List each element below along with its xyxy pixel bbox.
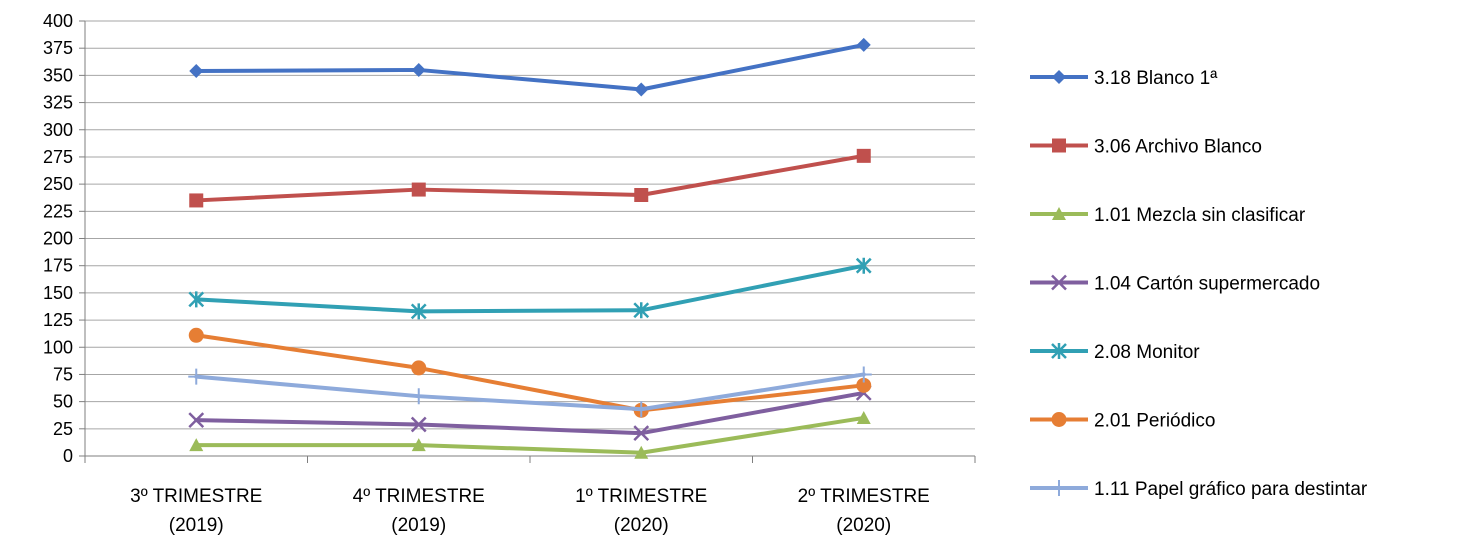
circle-marker xyxy=(188,327,204,343)
series-line xyxy=(194,333,866,413)
series-line xyxy=(194,263,866,314)
star-marker xyxy=(410,303,427,320)
x-tick-label: 1º TRIMESTRE (2020) xyxy=(575,486,707,536)
y-tick-label: 175 xyxy=(43,256,73,276)
y-tick-label: 75 xyxy=(53,364,73,384)
series-2 xyxy=(189,148,871,208)
legend-label: 3.06 Archivo Blanco xyxy=(1094,137,1262,158)
square-marker xyxy=(634,188,649,202)
series-line xyxy=(194,390,866,436)
x-tick-label: 4º TRIMESTRE (2019) xyxy=(353,486,485,536)
star-marker xyxy=(855,257,872,274)
y-tick-label: 250 xyxy=(43,174,73,194)
legend-item: 1.11 Papel gráfico para destintar xyxy=(1030,479,1368,500)
x-tick-label: 2º TRIMESTRE (2020) xyxy=(798,486,930,536)
legend-label: 2.08 Monitor xyxy=(1094,342,1200,363)
legend-label: 1.11 Papel gráfico para destintar xyxy=(1094,479,1368,500)
y-tick-label: 200 xyxy=(43,229,73,249)
legend-item: 3.18 Blanco 1ª xyxy=(1030,68,1218,89)
y-axis: 0 25 50 75 100 125 150 175 200 225 250 275 300 325 350… xyxy=(43,11,86,466)
gridlines xyxy=(85,20,975,430)
plus-marker xyxy=(633,401,650,418)
legend-item: 3.06 Archivo Blanco xyxy=(1030,137,1262,158)
x-marker xyxy=(1051,274,1067,291)
y-tick-label: 0 xyxy=(63,446,73,466)
series-5 xyxy=(188,257,872,320)
series-6 xyxy=(188,327,872,418)
y-tick-label: 50 xyxy=(53,392,73,412)
y-tick-label: 225 xyxy=(43,201,73,221)
star-marker xyxy=(1051,343,1067,359)
x-axis: 3º TRIMESTRE (2019) 4º TRIMESTRE (2019) 1º T… xyxy=(84,455,976,536)
y-tick-label: 125 xyxy=(43,310,73,330)
x-marker xyxy=(633,425,650,442)
diamond-marker xyxy=(856,37,871,52)
square-marker xyxy=(411,182,426,197)
legend-item: 1.04 Cartón supermercado xyxy=(1030,274,1320,295)
circle-marker xyxy=(1051,412,1067,427)
star-marker xyxy=(188,291,205,308)
y-tick-label: 375 xyxy=(43,38,73,58)
triangle-marker xyxy=(189,438,204,452)
legend-label: 1.04 Cartón supermercado xyxy=(1094,274,1320,295)
legend-item: 1.01 Mezcla sin clasificar xyxy=(1030,205,1306,226)
legend-label: 3.18 Blanco 1ª xyxy=(1094,68,1218,89)
plus-marker xyxy=(1051,480,1067,496)
circle-marker xyxy=(856,377,872,393)
series-line xyxy=(194,372,866,412)
diamond-marker xyxy=(1052,70,1066,84)
diamond-marker xyxy=(189,64,204,79)
triangle-marker xyxy=(411,438,426,452)
plus-marker xyxy=(188,368,205,385)
triangle-marker xyxy=(856,410,871,424)
series-7 xyxy=(188,366,872,418)
series-line xyxy=(194,42,866,92)
plus-marker xyxy=(410,388,427,405)
legend-label: 2.01 Periódico xyxy=(1094,411,1215,432)
series-line xyxy=(194,415,866,455)
y-tick-label: 325 xyxy=(43,93,73,113)
star-marker xyxy=(633,302,650,319)
diamond-marker xyxy=(634,82,649,97)
square-marker xyxy=(856,148,871,163)
x-marker xyxy=(410,416,427,433)
legend: 3.18 Blanco 1ª 3.06 Archivo Blanco 1.01 Me… xyxy=(1030,68,1368,500)
plot-area xyxy=(188,37,872,459)
y-tick-label: 25 xyxy=(53,419,73,439)
series-1 xyxy=(189,37,871,97)
series-line xyxy=(194,153,866,203)
square-marker xyxy=(1052,138,1066,153)
series-3 xyxy=(189,410,871,459)
x-marker xyxy=(188,412,205,428)
y-tick-label: 400 xyxy=(43,11,73,31)
y-tick-label: 300 xyxy=(43,120,73,140)
y-tick-label: 275 xyxy=(43,147,73,167)
triangle-marker xyxy=(634,445,649,459)
y-tick-label: 100 xyxy=(43,337,73,357)
plus-marker xyxy=(855,366,872,383)
legend-label: 1.01 Mezcla sin clasificar xyxy=(1094,205,1306,226)
y-tick-label: 350 xyxy=(43,65,73,85)
y-tick-label: 150 xyxy=(43,283,73,303)
legend-item: 2.01 Periódico xyxy=(1030,411,1215,432)
x-tick-label: 3º TRIMESTRE (2019) xyxy=(130,486,262,536)
legend-item: 2.08 Monitor xyxy=(1030,342,1200,363)
square-marker xyxy=(189,193,204,208)
diamond-marker xyxy=(411,62,426,77)
triangle-marker xyxy=(1052,207,1066,220)
circle-marker xyxy=(411,360,427,376)
